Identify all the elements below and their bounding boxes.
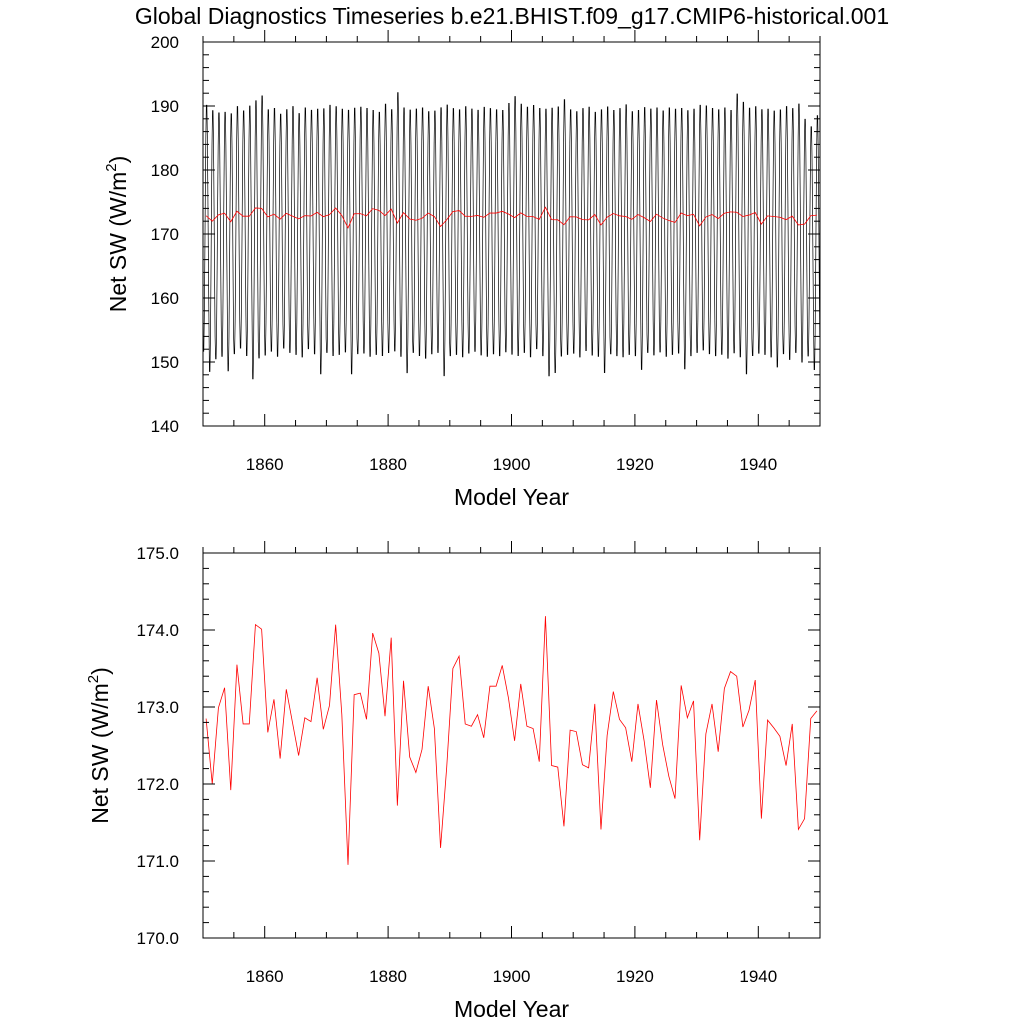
y-tick-label: 174.0 [136,621,179,640]
x-tick-label: 1900 [493,455,531,474]
y-tick-label: 175.0 [136,544,179,563]
y-tick-label: 160 [151,289,179,308]
y-tick-label: 190 [151,97,179,116]
x-tick-label: 1900 [493,967,531,986]
series-line-annual-mean [205,616,818,865]
x-axis-label: Model Year [454,484,569,510]
series-line-monthly [203,92,820,380]
chart-title: Global Diagnostics Timeseries b.e21.BHIS… [135,3,889,29]
x-tick-label: 1860 [246,967,284,986]
y-tick-label: 173.0 [136,698,179,717]
x-tick-label: 1940 [739,455,777,474]
x-tick-label: 1920 [616,455,654,474]
y-tick-label: 170.0 [136,929,179,948]
x-axis-label: Model Year [454,996,569,1022]
x-tick-label: 1920 [616,967,654,986]
x-tick-label: 1860 [246,455,284,474]
x-tick-label: 1940 [739,967,777,986]
y-tick-label: 200 [151,33,179,52]
y-tick-label: 140 [151,417,179,436]
y-axis-label: Net SW (W/m2) [85,667,113,824]
plot-frame [202,552,821,939]
y-tick-label: 172.0 [136,775,179,794]
series-line-annual-mean [205,206,817,229]
top-panel: 1860 1880 1900 1920 1940 140 150 160 170 180 190 20… [103,30,821,510]
plot-frame [202,41,821,427]
y-tick-label: 180 [151,161,179,180]
y-tick-label: 171.0 [136,852,179,871]
bottom-panel: 1860 1880 1900 1920 1940 170.0 171.0 172.0 173.0… [85,541,821,1022]
x-tick-label: 1880 [369,967,407,986]
y-axis-label: Net SW (W/m2) [103,156,131,313]
y-tick-label: 150 [151,353,179,372]
x-tick-label: 1880 [369,455,407,474]
y-tick-label: 170 [151,225,179,244]
